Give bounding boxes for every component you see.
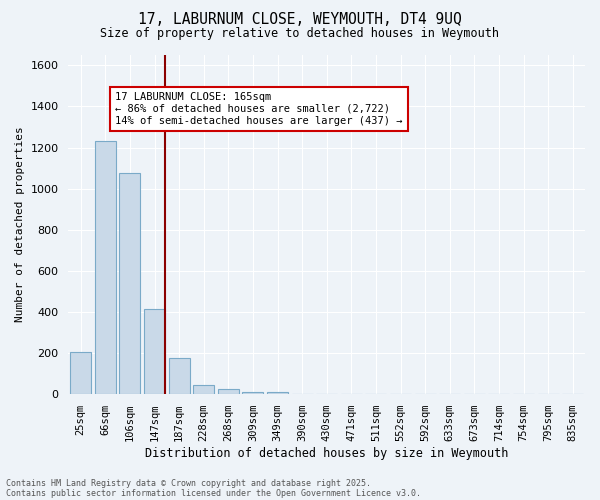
Text: Contains public sector information licensed under the Open Government Licence v3: Contains public sector information licen… bbox=[6, 488, 421, 498]
Bar bbox=[242, 392, 263, 394]
Text: 17, LABURNUM CLOSE, WEYMOUTH, DT4 9UQ: 17, LABURNUM CLOSE, WEYMOUTH, DT4 9UQ bbox=[138, 12, 462, 28]
Text: Size of property relative to detached houses in Weymouth: Size of property relative to detached ho… bbox=[101, 28, 499, 40]
X-axis label: Distribution of detached houses by size in Weymouth: Distribution of detached houses by size … bbox=[145, 447, 508, 460]
Bar bbox=[70, 352, 91, 394]
Text: Contains HM Land Registry data © Crown copyright and database right 2025.: Contains HM Land Registry data © Crown c… bbox=[6, 478, 371, 488]
Bar bbox=[119, 173, 140, 394]
Bar bbox=[95, 142, 116, 394]
Bar bbox=[218, 389, 239, 394]
Bar bbox=[267, 392, 288, 394]
Bar bbox=[193, 385, 214, 394]
Bar bbox=[144, 309, 165, 394]
Text: 17 LABURNUM CLOSE: 165sqm
← 86% of detached houses are smaller (2,722)
14% of se: 17 LABURNUM CLOSE: 165sqm ← 86% of detac… bbox=[115, 92, 403, 126]
Bar bbox=[169, 358, 190, 394]
Y-axis label: Number of detached properties: Number of detached properties bbox=[15, 126, 25, 322]
